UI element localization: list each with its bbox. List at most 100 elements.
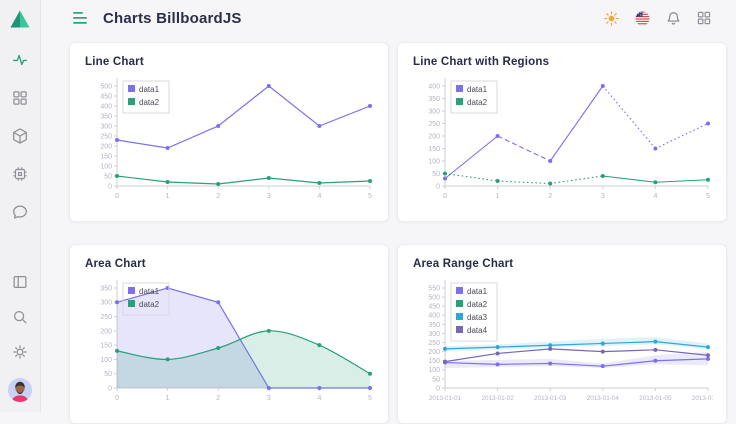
- svg-text:2: 2: [216, 193, 220, 200]
- user-avatar-image: [8, 378, 32, 402]
- svg-text:2013-01-06: 2013-01-06: [692, 395, 713, 402]
- svg-text:3: 3: [267, 193, 271, 200]
- sidebar-toggle-layout[interactable]: [11, 273, 29, 291]
- svg-text:2013-01-02: 2013-01-02: [481, 395, 514, 402]
- svg-text:350: 350: [100, 285, 112, 292]
- svg-text:data2: data2: [139, 98, 160, 107]
- svg-text:2: 2: [216, 395, 220, 402]
- svg-text:400: 400: [428, 313, 440, 320]
- svg-text:data1: data1: [467, 85, 488, 94]
- chat-bubble-icon: [13, 205, 27, 219]
- apps-grid-icon: [697, 11, 711, 25]
- sidebar-item-system[interactable]: [11, 165, 29, 183]
- line-chart-canvas[interactable]: 0 50 100 150 200 250 300 350 400 450 500 0 1 2 3 4 5 data…: [85, 74, 375, 206]
- svg-text:450: 450: [100, 93, 112, 100]
- svg-text:100: 100: [428, 367, 440, 374]
- theme-sun-icon: [603, 10, 619, 26]
- svg-text:200: 200: [100, 143, 112, 150]
- triangle-logo: [10, 10, 30, 28]
- svg-text:250: 250: [100, 314, 112, 321]
- svg-text:2013-01-01: 2013-01-01: [429, 395, 462, 402]
- svg-text:5: 5: [368, 395, 372, 402]
- line-chart-regions-canvas[interactable]: 0 50 100 150 200 250 300 350 400 0 1 2 3 4 5 data1 data2: [413, 74, 713, 206]
- card-title: Line Chart: [85, 56, 144, 68]
- svg-text:0: 0: [108, 183, 112, 190]
- svg-text:data1: data1: [139, 85, 160, 94]
- hamburger-menu-icon: [73, 12, 87, 24]
- sidebar-settings[interactable]: [11, 343, 29, 361]
- svg-text:300: 300: [100, 123, 112, 130]
- svg-text:4: 4: [317, 395, 321, 402]
- card-area-chart: Area Chart 0 50 100 150 200 250 300 350 0 1 2 3 4 5 da…: [69, 244, 389, 424]
- svg-text:300: 300: [100, 300, 112, 307]
- menu-toggle-button[interactable]: [71, 9, 89, 27]
- svg-text:350: 350: [428, 96, 440, 103]
- svg-text:data1: data1: [139, 287, 160, 296]
- dashboard-grid-icon: [13, 91, 27, 105]
- language-selector[interactable]: [633, 9, 651, 27]
- svg-text:250: 250: [428, 121, 440, 128]
- card-line-chart-regions: Line Chart with Regions 0 50 100 150 200 250 3…: [397, 42, 727, 222]
- sidebar-nav: [11, 51, 29, 221]
- sidebar-item-messages[interactable]: [11, 203, 29, 221]
- sidebar-item-packages[interactable]: [11, 127, 29, 145]
- svg-text:200: 200: [100, 328, 112, 335]
- header-actions: [602, 9, 713, 27]
- svg-text:1: 1: [496, 193, 500, 200]
- svg-text:5: 5: [706, 193, 710, 200]
- svg-text:2: 2: [548, 193, 552, 200]
- svg-text:500: 500: [428, 294, 440, 301]
- app-logo[interactable]: [9, 8, 31, 30]
- svg-text:50: 50: [432, 171, 440, 178]
- svg-text:100: 100: [428, 158, 440, 165]
- charts-grid: Line Chart 0 50 100 150 200 250 300 350 400 450 50…: [41, 36, 736, 424]
- svg-text:300: 300: [428, 331, 440, 338]
- svg-text:data2: data2: [467, 98, 488, 107]
- svg-text:350: 350: [100, 113, 112, 120]
- svg-text:3: 3: [267, 395, 271, 402]
- svg-text:150: 150: [100, 153, 112, 160]
- svg-text:data1: data1: [467, 287, 488, 296]
- svg-text:2013-01-04: 2013-01-04: [587, 395, 620, 402]
- svg-text:0: 0: [443, 193, 447, 200]
- svg-text:100: 100: [100, 357, 112, 364]
- header: Charts BillboardJS: [41, 0, 736, 36]
- sidebar: [0, 0, 41, 412]
- svg-text:300: 300: [428, 108, 440, 115]
- svg-text:400: 400: [428, 83, 440, 90]
- notifications-button[interactable]: [664, 9, 682, 27]
- page-title: Charts BillboardJS: [103, 9, 242, 27]
- sidebar-item-dashboard[interactable]: [11, 89, 29, 107]
- card-area-range-chart: Area Range Chart 0 50 100 150 200 250 300 350 40…: [397, 244, 727, 424]
- theme-toggle-button[interactable]: [602, 9, 620, 27]
- language-us-flag-icon: [634, 10, 650, 26]
- cpu-icon: [13, 167, 27, 181]
- layout-panel-icon: [13, 275, 27, 289]
- svg-text:2013-01-05: 2013-01-05: [639, 395, 672, 402]
- sidebar-item-charts[interactable]: [11, 51, 29, 69]
- card-title: Area Chart: [85, 258, 146, 270]
- user-avatar[interactable]: [8, 378, 32, 402]
- svg-text:data2: data2: [139, 300, 160, 309]
- svg-text:5: 5: [368, 193, 372, 200]
- svg-text:50: 50: [104, 371, 112, 378]
- area-chart-canvas[interactable]: 0 50 100 150 200 250 300 350 0 1 2 3 4 5 data1 data2: [85, 276, 375, 408]
- svg-text:150: 150: [428, 146, 440, 153]
- card-line-chart: Line Chart 0 50 100 150 200 250 300 350 400 450 50…: [69, 42, 389, 222]
- svg-text:0: 0: [115, 395, 119, 402]
- svg-text:1: 1: [166, 395, 170, 402]
- svg-text:1: 1: [166, 193, 170, 200]
- svg-text:100: 100: [100, 163, 112, 170]
- svg-text:500: 500: [100, 83, 112, 90]
- svg-text:350: 350: [428, 322, 440, 329]
- apps-menu-button[interactable]: [695, 9, 713, 27]
- svg-text:550: 550: [428, 285, 440, 292]
- svg-text:0: 0: [436, 385, 440, 392]
- svg-text:200: 200: [428, 133, 440, 140]
- sidebar-bottom: [8, 273, 32, 412]
- search-icon: [13, 310, 27, 324]
- svg-text:0: 0: [436, 183, 440, 190]
- sidebar-search[interactable]: [11, 308, 29, 326]
- area-range-chart-canvas[interactable]: 0 50 100 150 200 250 300 350 400 450 500 550 2013-01…: [413, 276, 713, 408]
- svg-text:0: 0: [115, 193, 119, 200]
